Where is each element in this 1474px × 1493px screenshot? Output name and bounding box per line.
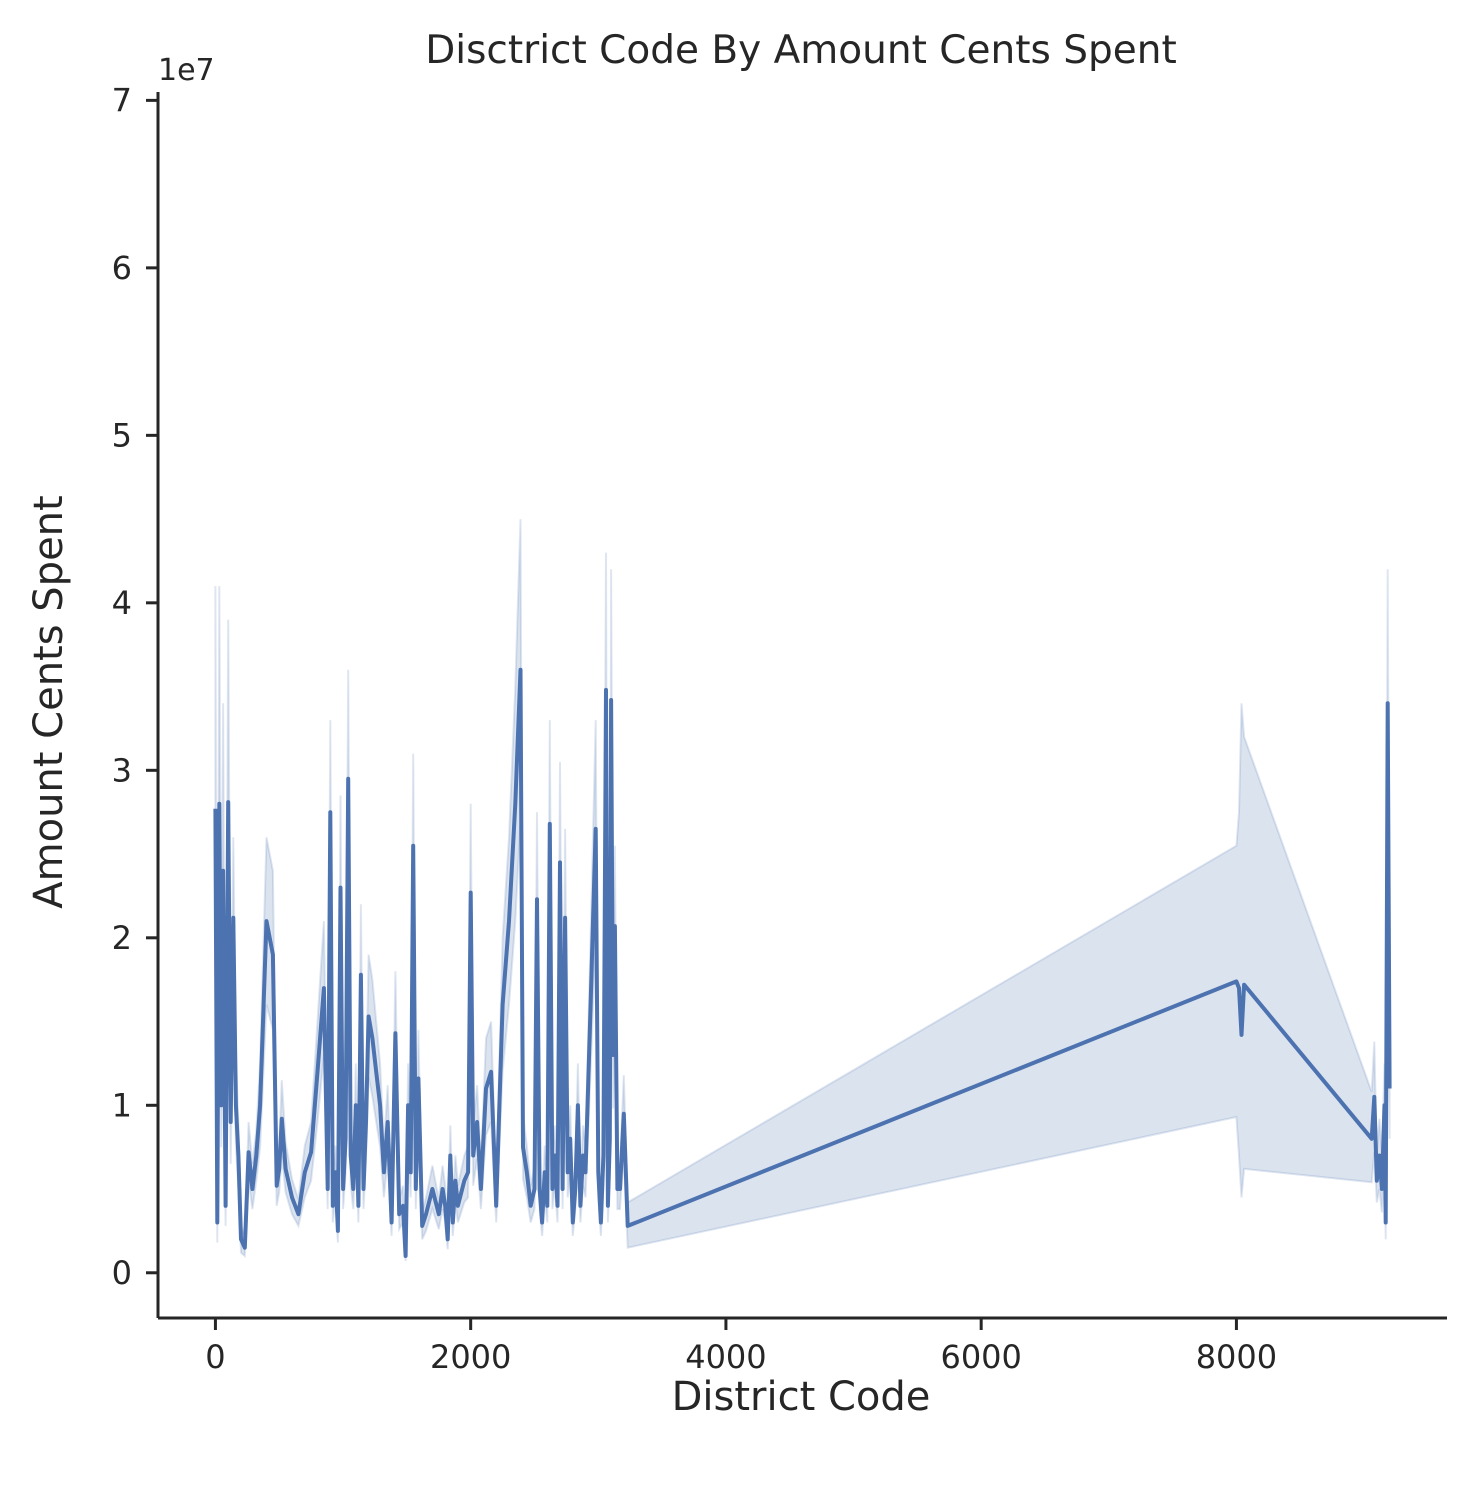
x-ticks: 0 2000 4000 6000 8000 bbox=[205, 1318, 1277, 1376]
x-tick-label: 8000 bbox=[1196, 1338, 1277, 1376]
y-tick-label: 6 bbox=[112, 249, 132, 287]
y-axis-label: Amount Cents Spent bbox=[26, 495, 72, 908]
x-tick-label: 6000 bbox=[940, 1338, 1021, 1376]
y-tick-label: 1 bbox=[112, 1086, 132, 1124]
y-tick-label: 4 bbox=[112, 584, 132, 622]
y-tick-label: 5 bbox=[112, 416, 132, 454]
chart-title: Disctrict Code By Amount Cents Spent bbox=[425, 28, 1177, 73]
y-ticks: 0 1 2 3 4 5 6 7 bbox=[112, 81, 158, 1291]
x-axis-label: District Code bbox=[672, 1374, 931, 1420]
x-tick-label: 0 bbox=[205, 1338, 225, 1376]
y-tick-label: 0 bbox=[112, 1254, 132, 1292]
y-tick-label: 3 bbox=[112, 751, 132, 789]
y-tick-label: 7 bbox=[112, 81, 132, 119]
x-tick-label: 4000 bbox=[685, 1338, 766, 1376]
y-tick-label: 2 bbox=[112, 919, 132, 957]
x-tick-label: 2000 bbox=[430, 1338, 511, 1376]
y-axis-offset-label: 1e7 bbox=[158, 53, 215, 88]
